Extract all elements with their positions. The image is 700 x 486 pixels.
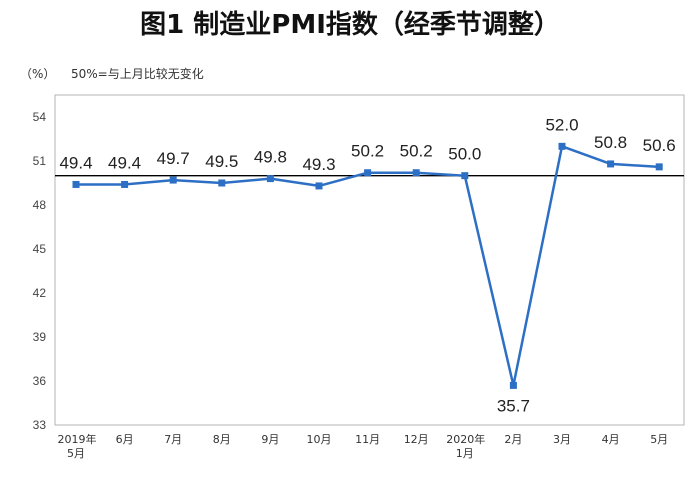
data-value-label: 49.7 — [157, 149, 190, 168]
data-point-marker — [364, 169, 372, 177]
data-labels: 49.4 49.4 49.7 49.5 49.8 49.3 50.2 50.2 50.0 35.7… — [59, 115, 675, 415]
y-axis-unit-label: （%） — [20, 67, 55, 81]
pmi-series-line — [76, 145, 660, 387]
y-tick-label: 39 — [33, 330, 47, 344]
data-value-label: 49.5 — [205, 152, 238, 171]
data-point-marker — [558, 142, 566, 150]
y-tick-label: 51 — [33, 154, 47, 168]
y-axis-ticks: 33 36 39 42 45 48 51 54 — [33, 110, 47, 432]
x-tick-label: 1月 — [456, 447, 474, 460]
x-tick-label: 6月 — [116, 433, 134, 446]
x-tick-label: 7月 — [164, 433, 182, 446]
x-tick-label: 5月 — [67, 447, 85, 460]
data-point-marker — [266, 175, 274, 183]
data-markers — [72, 142, 663, 389]
x-tick-label: 9月 — [261, 433, 279, 446]
data-value-label: 49.3 — [302, 155, 335, 174]
y-tick-label: 45 — [33, 242, 47, 256]
data-value-label: 50.0 — [448, 145, 481, 164]
data-point-marker — [461, 172, 469, 180]
x-tick-label: 8月 — [213, 433, 231, 446]
data-value-label: 50.6 — [643, 136, 676, 155]
x-tick-label: 2月 — [504, 433, 522, 446]
y-tick-label: 42 — [33, 286, 47, 300]
x-tick-label: 2020年 — [446, 432, 485, 446]
x-tick-label: 11月 — [355, 433, 380, 446]
y-tick-label: 48 — [33, 198, 47, 212]
data-value-label: 50.8 — [594, 133, 627, 152]
data-point-marker — [218, 179, 226, 187]
data-point-marker — [169, 176, 177, 184]
chart-title: 图1 制造业PMI指数（经季节调整） — [140, 9, 560, 40]
y-tick-label: 54 — [33, 110, 47, 124]
data-value-label: 49.4 — [59, 153, 92, 172]
x-tick-label: 10月 — [307, 433, 332, 446]
data-point-marker — [412, 169, 420, 177]
reference-annotation: 50%=与上月比较无变化 — [71, 66, 204, 81]
data-point-marker — [315, 182, 323, 190]
x-tick-label: 12月 — [404, 433, 429, 446]
y-tick-label: 36 — [33, 374, 47, 388]
y-tick-label: 33 — [33, 418, 47, 432]
data-value-label: 35.7 — [497, 396, 530, 415]
data-point-marker — [72, 180, 80, 188]
data-value-label: 49.4 — [108, 153, 141, 172]
x-tick-label: 3月 — [553, 433, 571, 446]
x-tick-label: 2019年 — [58, 432, 97, 446]
plot-frame — [54, 94, 685, 426]
data-value-label: 50.2 — [351, 142, 384, 161]
data-point-marker — [607, 160, 615, 168]
data-value-label: 52.0 — [545, 115, 578, 134]
data-point-marker — [121, 180, 129, 188]
x-tick-label: 4月 — [602, 433, 620, 446]
data-point-marker — [509, 381, 517, 389]
x-tick-label: 5月 — [650, 433, 668, 446]
data-value-label: 49.8 — [254, 148, 287, 167]
data-value-label: 50.2 — [400, 142, 433, 161]
data-point-marker — [655, 163, 663, 171]
